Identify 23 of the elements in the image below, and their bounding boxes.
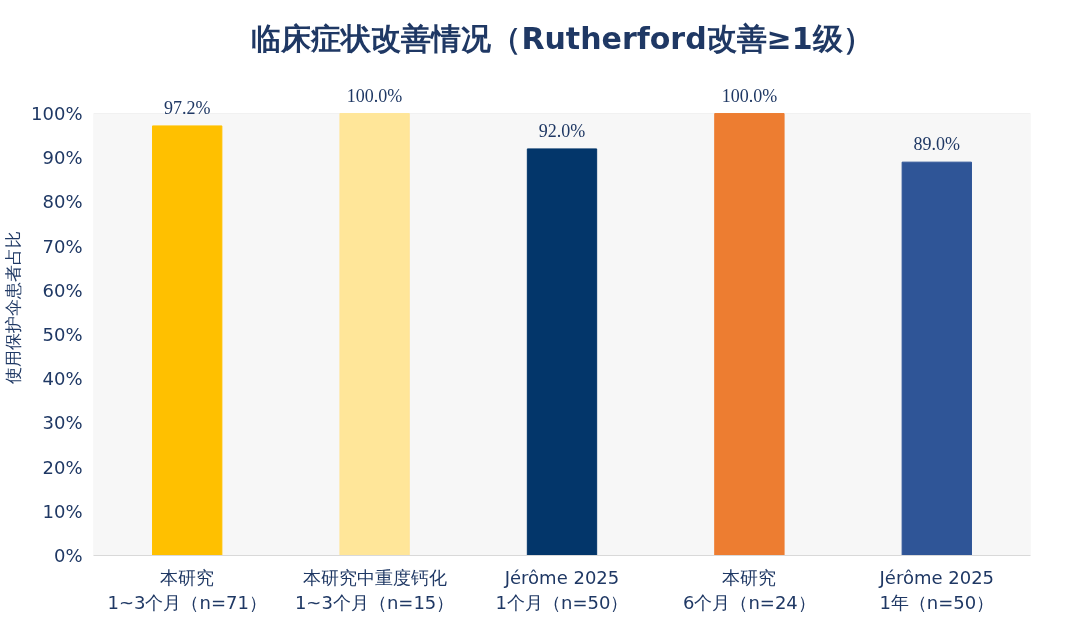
y-axis-title: 使用保护伞患者占比 [3, 231, 24, 385]
y-tick-label: 70% [42, 235, 83, 257]
x-tick-label: 本研究 1~3个月（n=71） [107, 566, 267, 613]
y-tick-label: 90% [42, 147, 83, 169]
y-tick-label: 80% [42, 191, 83, 213]
chart-title: 临床症状改善情况（Rutherford改善≥1级） [251, 20, 873, 56]
y-tick-label: 20% [42, 456, 83, 478]
x-tick-label: 本研究中重度钙化 1~3个月（n=15） [294, 566, 455, 613]
y-tick-label: 100% [31, 103, 83, 125]
data-label: 100.0% [346, 85, 403, 106]
x-tick-label: Jérôme 2025 1个月（n=50） [495, 566, 629, 613]
x-tick-label: Jérôme 2025 1年（n=50） [878, 566, 995, 613]
y-tick-label: 30% [42, 412, 83, 434]
y-tick-label: 60% [42, 279, 83, 301]
data-label: 100.0% [721, 85, 778, 106]
y-tick-label: 10% [42, 500, 83, 522]
y-tick-label: 40% [42, 368, 83, 390]
y-tick-label: 50% [42, 324, 83, 346]
y-tick-label: 0% [53, 545, 83, 566]
data-label: 92.0% [538, 120, 586, 141]
data-label: 89.0% [913, 134, 961, 155]
x-tick-label: 本研究 6个月（n=24） [682, 566, 816, 613]
data-label: 97.2% [163, 97, 211, 118]
